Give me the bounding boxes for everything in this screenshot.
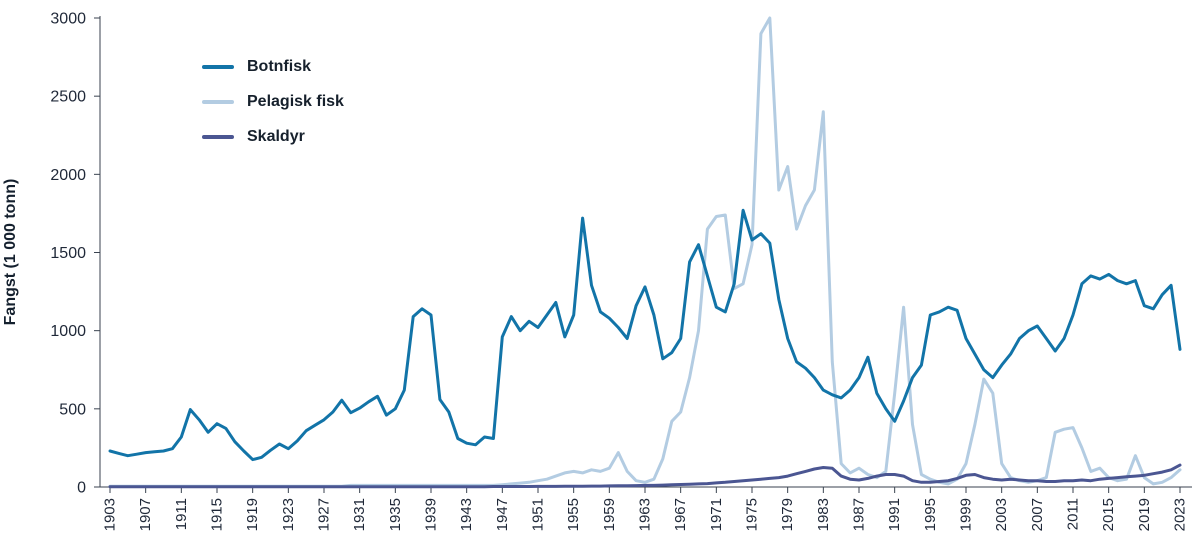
legend-item-skaldyr: Skaldyr: [202, 127, 344, 146]
svg-text:1000: 1000: [50, 323, 86, 340]
svg-text:1983: 1983: [815, 498, 832, 531]
svg-text:1987: 1987: [851, 498, 868, 531]
svg-text:2015: 2015: [1100, 498, 1117, 531]
svg-text:1907: 1907: [137, 498, 154, 531]
svg-text:1963: 1963: [637, 498, 654, 531]
legend-item-botnfisk: Botnfisk: [202, 57, 344, 76]
y-axis-title: Fangst (1 000 tonn): [2, 179, 19, 326]
legend: Botnfisk Pelagisk fisk Skaldyr: [202, 57, 344, 147]
x-axis: 1903 1907 1911 1915 1919 1923 1927 1931 1935 1939…: [100, 486, 1192, 531]
svg-text:2500: 2500: [50, 89, 86, 106]
pelagisk-fisk-line-swatch-icon: [202, 99, 234, 104]
svg-text:1923: 1923: [280, 498, 297, 531]
svg-text:1915: 1915: [209, 498, 226, 531]
svg-text:2011: 2011: [1065, 498, 1082, 530]
svg-text:2000: 2000: [50, 167, 86, 184]
svg-text:1967: 1967: [672, 498, 689, 531]
svg-text:1919: 1919: [244, 498, 261, 531]
svg-text:1500: 1500: [50, 245, 86, 262]
svg-text:1931: 1931: [351, 498, 368, 531]
botnfisk-line-swatch-icon: [202, 64, 234, 69]
svg-text:1903: 1903: [102, 498, 119, 531]
svg-text:1991: 1991: [886, 498, 903, 531]
y-axis: 0 500 1000 1500 2000 2500 3000: [50, 11, 101, 497]
series-line-botnfisk: [108, 208, 1182, 462]
svg-text:1959: 1959: [601, 498, 618, 531]
svg-text:1951: 1951: [530, 498, 547, 531]
svg-text:2019: 2019: [1136, 498, 1153, 531]
svg-text:1979: 1979: [779, 498, 796, 531]
svg-text:1939: 1939: [423, 498, 440, 531]
svg-text:1947: 1947: [494, 498, 511, 531]
svg-text:1971: 1971: [708, 498, 725, 531]
skaldyr-line-swatch-icon: [202, 134, 234, 139]
svg-text:1975: 1975: [744, 498, 761, 531]
svg-text:1995: 1995: [922, 498, 939, 531]
legend-label-botnfisk: Botnfisk: [247, 58, 311, 75]
svg-text:2023: 2023: [1172, 498, 1189, 531]
svg-text:2003: 2003: [993, 498, 1010, 531]
svg-text:1935: 1935: [387, 498, 404, 531]
svg-text:0: 0: [77, 480, 86, 497]
svg-text:1943: 1943: [458, 498, 475, 531]
svg-text:1999: 1999: [958, 498, 975, 531]
series-line-skaldyr: [108, 463, 1182, 489]
svg-text:3000: 3000: [50, 11, 86, 28]
legend-label-skaldyr: Skaldyr: [247, 128, 305, 146]
svg-text:1927: 1927: [316, 498, 333, 531]
legend-label-pelagisk-fisk: Pelagisk fisk: [247, 93, 344, 111]
svg-text:2007: 2007: [1029, 498, 1046, 531]
svg-text:500: 500: [59, 401, 86, 418]
svg-text:1955: 1955: [565, 498, 582, 531]
legend-item-pelagisk-fisk: Pelagisk fisk: [202, 92, 344, 111]
svg-text:1911: 1911: [173, 498, 190, 530]
